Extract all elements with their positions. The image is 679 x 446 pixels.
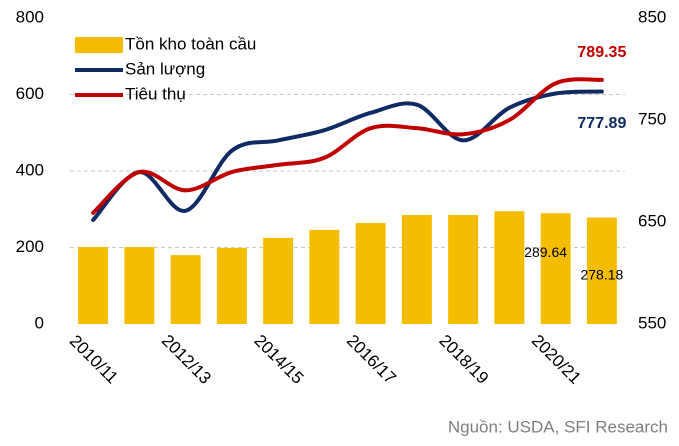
- value-label: 789.35: [577, 44, 626, 61]
- bar: [586, 217, 617, 324]
- y-tick-label: 0: [35, 313, 44, 332]
- bar: [448, 214, 479, 324]
- source: Nguồn: USDA, SFI Research: [448, 417, 668, 436]
- x-tick-label: 2018/19: [435, 331, 492, 388]
- y-tick-label: 400: [16, 160, 44, 179]
- bar: [494, 211, 525, 324]
- legend-label: Tồn kho toàn cầu: [125, 34, 256, 53]
- line: [91, 77, 604, 215]
- x-tick-label: 2020/21: [528, 331, 585, 388]
- y2-tick-label: 550: [638, 313, 666, 332]
- bar: [401, 214, 432, 324]
- y-tick-label: 600: [16, 84, 44, 103]
- bar: [216, 247, 247, 324]
- value-label: 289.64: [524, 244, 567, 260]
- bar: [263, 237, 294, 324]
- line: [91, 89, 604, 222]
- bar: [78, 247, 109, 324]
- value-label: 278.18: [580, 266, 623, 282]
- bar: [124, 247, 155, 324]
- y2-tick-label: 750: [638, 109, 666, 128]
- x-tick-label: 2012/13: [158, 331, 215, 388]
- legend-label: Sản lượng: [125, 59, 205, 78]
- x-tick-label: 2014/15: [250, 331, 307, 388]
- bar: [309, 229, 340, 324]
- y2-tick-label: 850: [638, 7, 666, 26]
- y2-tick-label: 650: [638, 211, 666, 230]
- bar: [355, 223, 386, 324]
- value-label: 777.89: [577, 115, 626, 132]
- legend-label: Tiêu thụ: [125, 84, 186, 103]
- legend-swatch: [75, 37, 123, 53]
- x-tick-label: 2016/17: [343, 331, 400, 388]
- bar: [540, 213, 571, 324]
- bar: [170, 255, 201, 324]
- x-tick-label: 2010/11: [66, 331, 122, 387]
- y-tick-label: 800: [16, 7, 44, 26]
- y-tick-label: 200: [16, 237, 44, 256]
